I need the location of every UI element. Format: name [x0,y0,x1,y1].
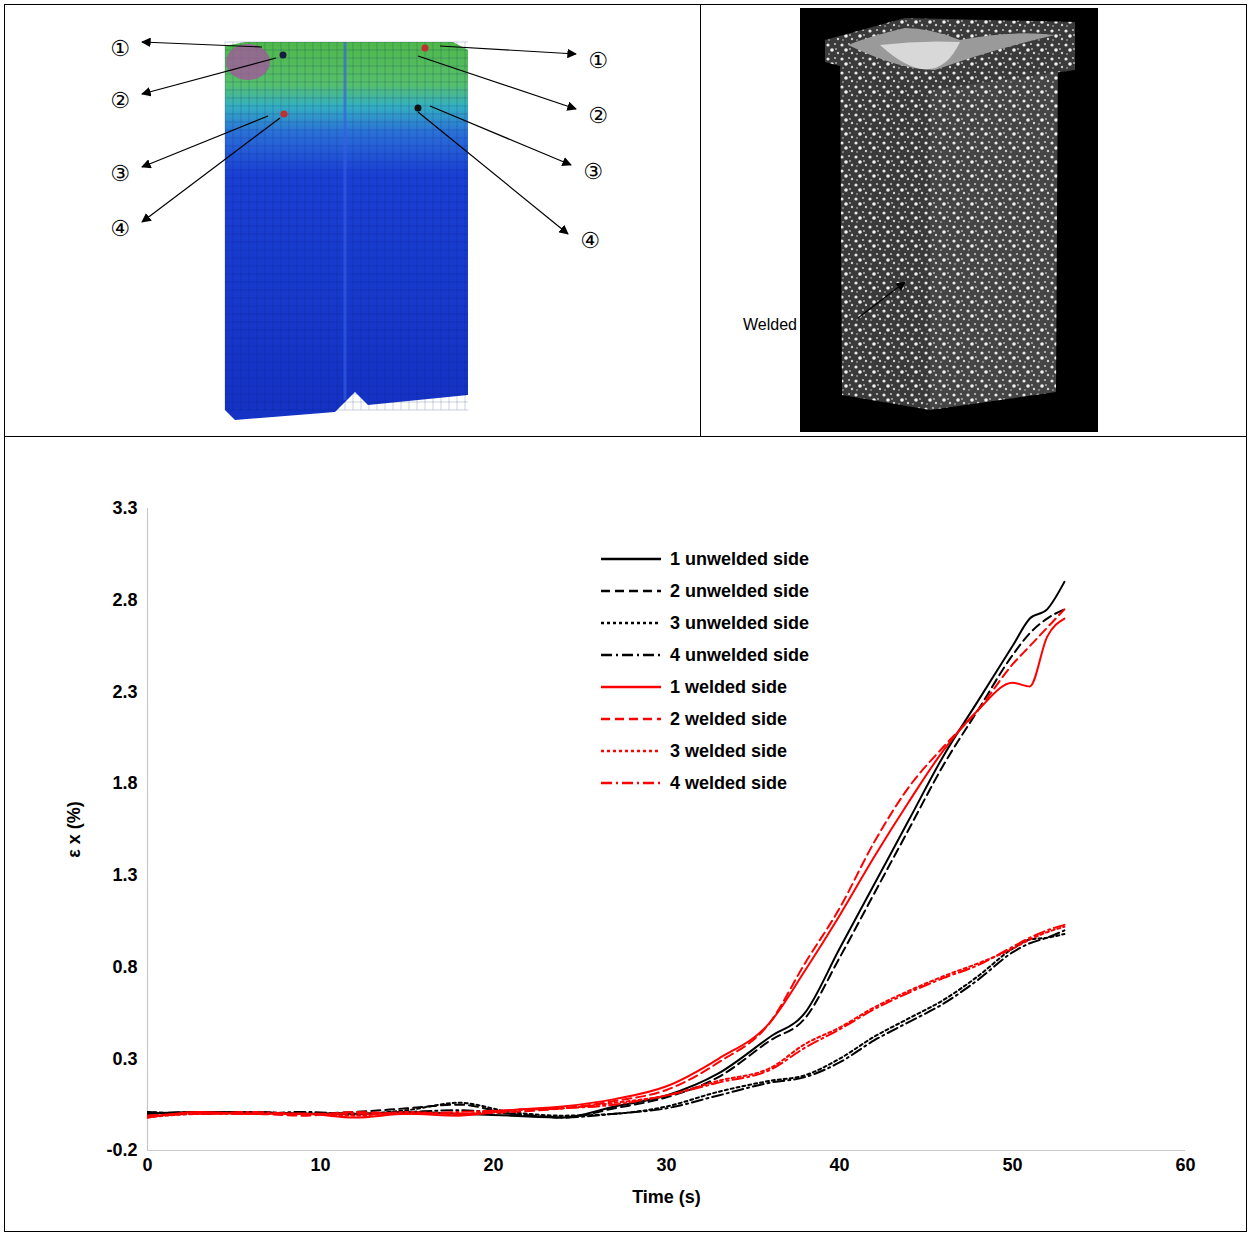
svg-text:2.8: 2.8 [112,590,137,610]
html-text:3 unwelded side: 3 unwelded side [670,612,809,633]
svg-text:③: ③ [110,161,130,186]
html-text:2 unwelded side: 2 unwelded side [670,580,809,601]
svg-text:①: ① [588,48,608,73]
svg-text:30: 30 [656,1155,676,1175]
html-text:1 welded side: 1 welded side [670,676,787,697]
svg-text:ε x (%): ε x (%) [64,801,84,858]
svg-text:-0.2: -0.2 [106,1140,137,1160]
svg-text:②: ② [588,103,608,128]
svg-text:②: ② [110,88,130,113]
svg-text:1.8: 1.8 [112,773,137,793]
html-text:3 welded side: 3 welded side [670,740,787,761]
html-text:4 welded side: 4 welded side [670,772,787,793]
svg-text:40: 40 [829,1155,849,1175]
svg-text:20: 20 [483,1155,503,1175]
svg-text:0.8: 0.8 [112,957,137,977]
svg-text:0: 0 [142,1155,152,1175]
svg-text:①: ① [110,36,130,61]
svg-text:10: 10 [310,1155,330,1175]
svg-text:③: ③ [583,159,603,184]
svg-text:④: ④ [580,228,600,253]
html-text:1 unwelded side: 1 unwelded side [670,548,809,569]
svg-text:2.3: 2.3 [112,682,137,702]
svg-text:Time (s): Time (s) [632,1187,701,1207]
html-text:2 welded side: 2 welded side [670,708,787,729]
svg-text:60: 60 [1175,1155,1195,1175]
svg-text:0.3: 0.3 [112,1049,137,1069]
svg-text:3.3: 3.3 [112,498,137,518]
svg-text:50: 50 [1002,1155,1022,1175]
svg-text:④: ④ [110,216,130,241]
svg-text:1.3: 1.3 [112,865,137,885]
html-text:4 unwelded side: 4 unwelded side [670,644,809,665]
svg-text:Welded: Welded [743,316,797,333]
